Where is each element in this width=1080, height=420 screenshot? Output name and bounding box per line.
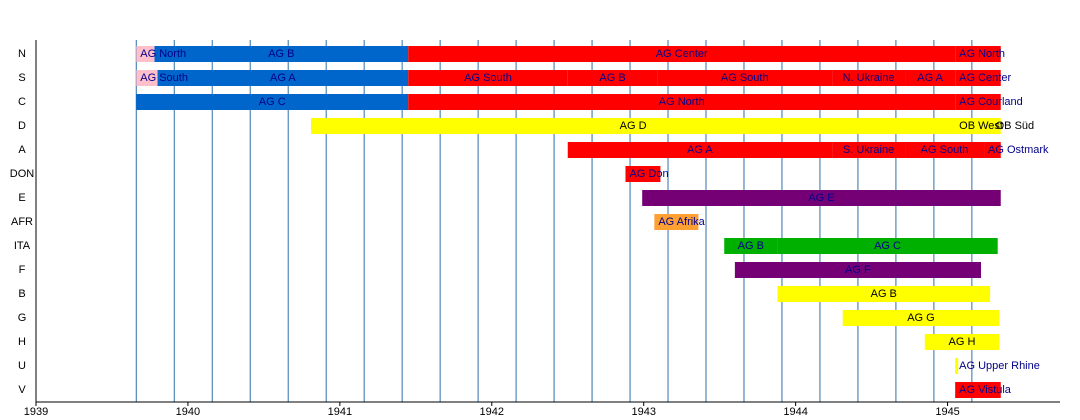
x-tick-label: 1945 [935,406,959,418]
bar-label: AG F [845,264,871,276]
bar-label: AG A [687,144,713,156]
x-tick-label: 1939 [24,406,48,418]
bar-label: AG Upper Rhine [959,360,1040,372]
bar-label: AG B [871,288,897,300]
bar-label: AG Center [959,72,1011,84]
row-label: E [18,192,25,204]
x-tick-label: 1944 [783,406,807,418]
row-label: D [18,120,26,132]
bar-label: AG H [949,336,976,348]
bar-label: AG North [140,48,186,60]
row-label: S [18,72,25,84]
bar [136,94,409,110]
bar [955,382,1001,398]
x-tick-label: 1940 [176,406,200,418]
bar-label: AG South [464,72,512,84]
bar-label: AG Courland [959,96,1023,108]
bar [154,46,409,62]
bar [984,142,1001,158]
row-label: ITA [14,240,31,252]
bar [955,94,1001,110]
row-label: DON [10,168,35,180]
row-label: G [18,312,27,324]
bar [157,70,409,86]
bar [924,334,1000,350]
bar-label: AG Afrika [658,216,705,228]
bar-label: AG Center [656,48,708,60]
row-label: B [18,288,25,300]
bar [408,46,956,62]
bar-label: AG E [808,192,834,204]
bar [657,70,833,86]
bar [408,70,568,86]
bar [842,310,1000,326]
x-tick-label: 1943 [631,406,655,418]
bar [832,70,906,86]
bar [408,94,956,110]
bar-label: AG G [907,312,935,324]
bar [567,142,833,158]
row-label: U [18,360,26,372]
bar [567,70,658,86]
bar-label: AG B [268,48,294,60]
bar [136,70,158,86]
bar-label: AG South [721,72,769,84]
bar-label: OB Süd [996,120,1035,132]
bar-label: S. Ukraine [843,144,894,156]
bar [955,70,1001,86]
bar-label: AG Vistula [959,384,1012,396]
bar-label: AG C [874,240,901,252]
bar [955,358,959,374]
bar [310,118,956,134]
x-tick-label: 1941 [328,406,352,418]
bar [642,190,1001,206]
bar-label: AG C [259,96,286,108]
bar [625,166,661,182]
bar-label: AG North [659,96,705,108]
bar [905,70,956,86]
bar-label: AG Ostmark [988,144,1049,156]
bar-label: AG A [917,72,943,84]
bar-label: AG A [270,72,296,84]
bar-label: AG B [738,240,764,252]
bar [832,142,906,158]
bar-label: AG Don [629,168,668,180]
bar [136,46,155,62]
bar [734,262,981,278]
bar [777,238,998,254]
row-label: AFR [11,216,33,228]
bar-label: AG North [959,48,1005,60]
bar [654,214,699,230]
bar [724,238,778,254]
bar-label: AG B [599,72,625,84]
bar-label: AG South [921,144,969,156]
row-label: A [18,144,26,156]
bar-label: AG South [140,72,188,84]
bar [777,286,991,302]
bar [955,118,992,134]
bar-label: OB West [959,120,1003,132]
bar [991,118,1001,134]
row-label: N [18,48,26,60]
row-label: F [19,264,26,276]
row-label: V [18,384,26,396]
bar-label: AG D [620,120,647,132]
row-label: H [18,336,26,348]
x-tick-label: 1942 [480,406,504,418]
row-label: C [18,96,26,108]
bar-label: N. Ukraine [843,72,895,84]
bar [955,46,1001,62]
bar [905,142,985,158]
